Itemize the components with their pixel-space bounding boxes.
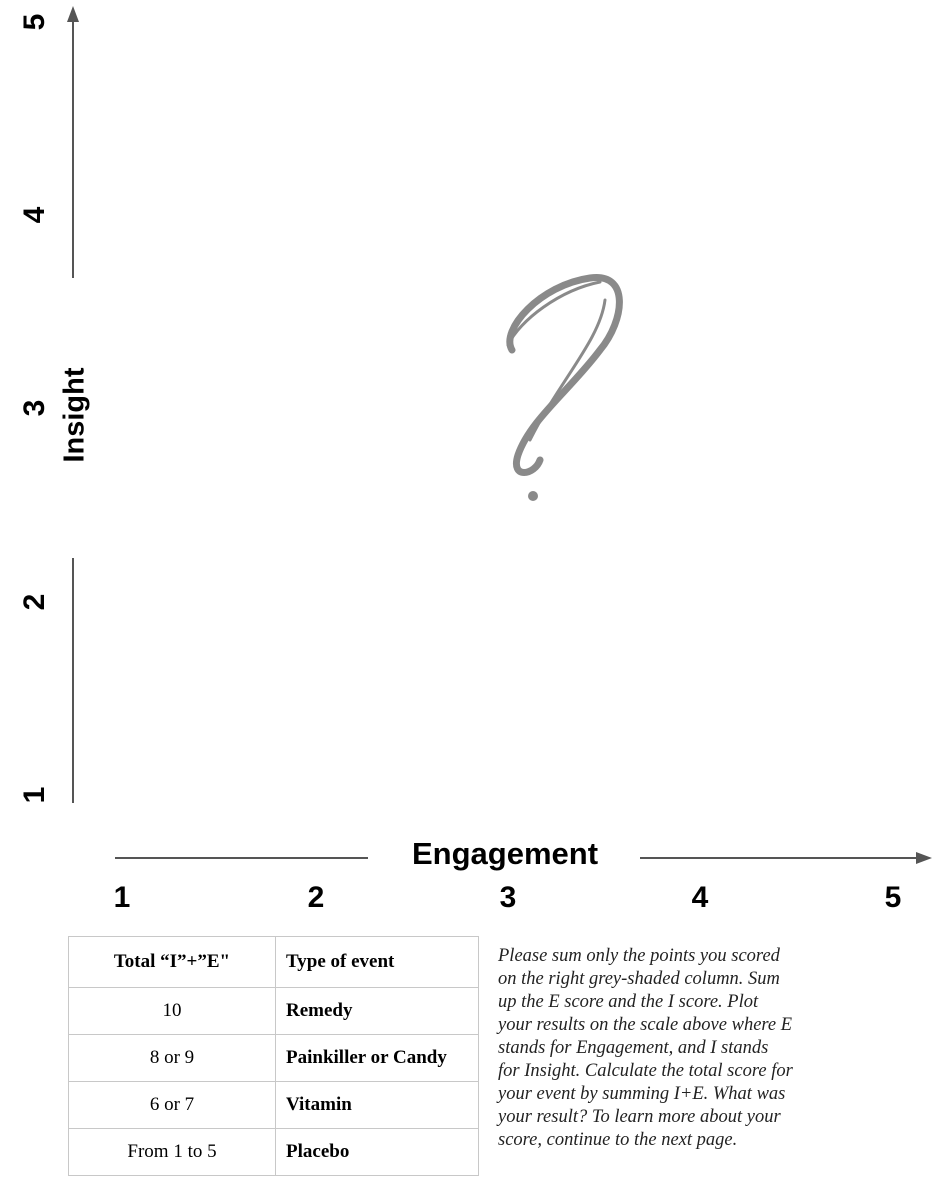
- worksheet: Insight Engagement Total “I”+”E" Type of…: [0, 0, 940, 1198]
- total-cell: 6 or 7: [69, 1082, 276, 1129]
- total-cell: 10: [69, 988, 276, 1035]
- type-cell: Painkiller or Candy: [276, 1035, 479, 1082]
- y-tick-label: 5: [20, 14, 50, 31]
- x-tick-label: 1: [114, 883, 131, 913]
- note-line: for Insight. Calculate the total score f…: [498, 1060, 938, 1083]
- note-line: your results on the scale above where E: [498, 1014, 938, 1037]
- note-line: your event by summing I+E. What was: [498, 1083, 938, 1106]
- y-tick-label: 1: [20, 787, 50, 804]
- type-cell: Placebo: [276, 1129, 479, 1176]
- table-header: Total “I”+”E" Type of event: [69, 937, 479, 988]
- y-axis-arrow: [67, 6, 79, 22]
- x-axis-label: Engagement: [412, 838, 598, 869]
- header-cell: Total “I”+”E": [69, 937, 276, 988]
- type-cell: Vitamin: [276, 1082, 479, 1129]
- type-cell: Remedy: [276, 988, 479, 1035]
- note-line: score, continue to the next page.: [498, 1129, 938, 1152]
- x-tick-label: 3: [500, 883, 517, 913]
- note-line: on the right grey-shaded column. Sum: [498, 968, 938, 991]
- question-dot: [528, 491, 538, 501]
- x-tick-label: 2: [308, 883, 325, 913]
- note-line: Please sum only the points you scored: [498, 945, 938, 968]
- y-tick-label: 2: [20, 594, 50, 611]
- y-tick-label: 4: [20, 207, 50, 224]
- y-tick-label: 3: [20, 400, 50, 417]
- x-tick-label: 5: [885, 883, 902, 913]
- header-cell: Type of event: [276, 937, 479, 988]
- note-line: your result? To learn more about your: [498, 1106, 938, 1129]
- x-tick-label: 4: [692, 883, 709, 913]
- x-axis-arrow: [916, 852, 932, 864]
- question-mark: [508, 277, 619, 472]
- y-axis-label: Insight: [61, 367, 90, 462]
- total-cell: From 1 to 5: [69, 1129, 276, 1176]
- note-line: up the E score and the I score. Plot: [498, 991, 938, 1014]
- note-line: stands for Engagement, and I stands: [498, 1037, 938, 1060]
- total-cell: 8 or 9: [69, 1035, 276, 1082]
